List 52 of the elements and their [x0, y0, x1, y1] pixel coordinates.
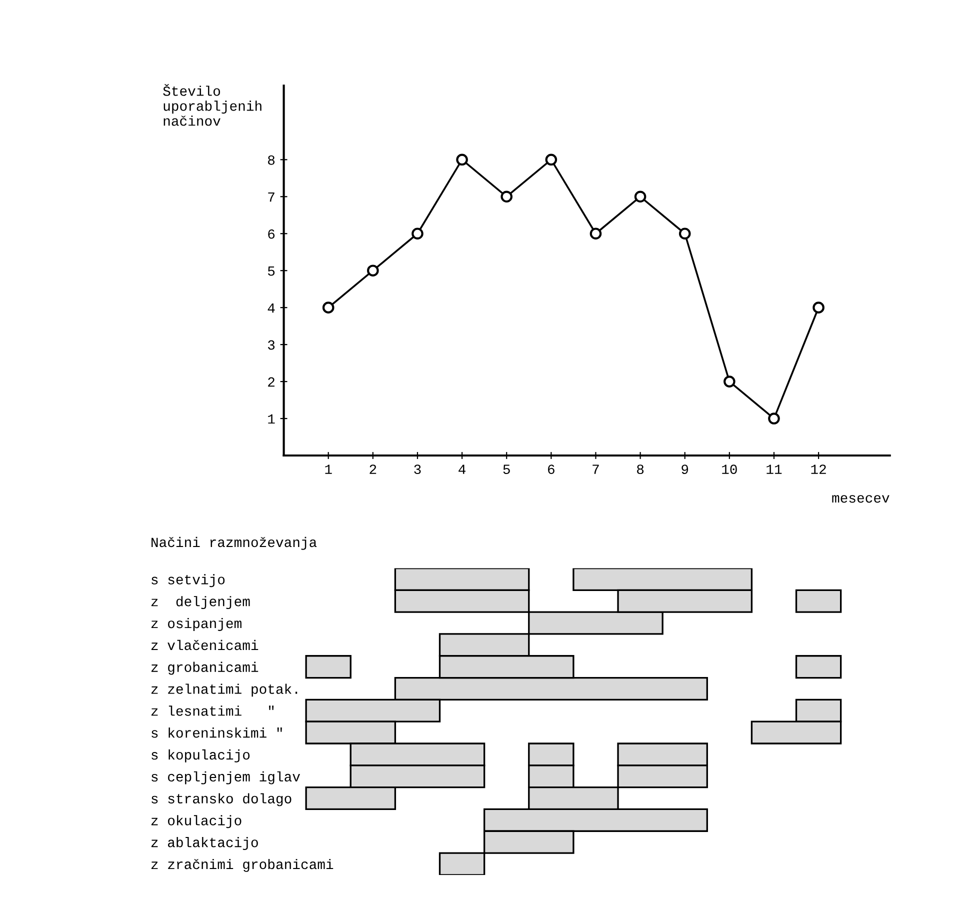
point	[812, 302, 824, 314]
point	[322, 302, 334, 314]
point	[500, 190, 513, 203]
bar	[795, 655, 842, 679]
y-tick-label: 2	[268, 377, 274, 387]
x-axis-title: mesecev	[832, 495, 890, 503]
x-tick-label: 7	[592, 464, 599, 474]
y-tick-label: 6	[268, 229, 275, 239]
point	[456, 154, 468, 166]
y-tick-label: z ablaktacijo	[151, 837, 258, 850]
y-tick-label: 7	[268, 192, 274, 202]
x-tick-label: 4	[458, 464, 466, 474]
y-tick-label: z lesnatimi "	[151, 706, 274, 716]
bar	[795, 589, 842, 613]
chart-title: Načini razmnoževanja	[152, 536, 317, 550]
y-tick-label: 4	[268, 303, 275, 313]
bar	[305, 655, 352, 679]
y-tick-label: 5	[268, 266, 275, 276]
x-tick-label: 10	[722, 464, 737, 474]
point	[768, 412, 780, 424]
x-tick-label: 12	[811, 464, 826, 474]
y-tick-label: z zelnatimi potak.	[151, 684, 298, 697]
y-tick-label: s setvijo	[152, 574, 225, 588]
point	[634, 190, 646, 203]
point	[724, 376, 736, 388]
y-tick-label: z grobanicami	[151, 662, 258, 675]
y-axis-title: Število uporabljenih načinov	[163, 84, 262, 126]
y-tick-label: z osipanjem	[151, 618, 242, 631]
y-tick-label: s cepljenjem iglav	[152, 771, 300, 784]
x-tick-label: 2	[370, 464, 376, 474]
y-tick-label: z vlačenicami	[151, 640, 258, 650]
x-tick-label: 5	[503, 464, 510, 474]
y-tick-label: s kopulacijo	[152, 749, 250, 762]
y-tick-label: s koreninskimi "	[152, 728, 282, 738]
y-tick-label: 8	[268, 155, 275, 165]
y-tick-label: 1	[268, 414, 275, 424]
point	[545, 154, 558, 166]
x-tick-label: 11	[766, 464, 782, 474]
point	[590, 228, 602, 240]
y-tick-label: z deljenjem	[151, 596, 250, 610]
x-tick-label: 6	[548, 464, 554, 474]
y-tick-label: 3	[268, 340, 275, 350]
point	[412, 228, 424, 240]
x-tick-label: 1	[325, 464, 332, 474]
point	[678, 228, 691, 240]
y-tick-label: s stransko dolago	[152, 793, 292, 806]
x-tick-label: 9	[682, 464, 688, 474]
y-tick-label: z zračnimi grobanicami	[151, 858, 334, 872]
y-tick-label: z okulacijo	[151, 815, 242, 828]
point	[367, 264, 379, 277]
x-tick-label: 8	[637, 464, 644, 474]
x-tick-label: 3	[414, 464, 421, 474]
